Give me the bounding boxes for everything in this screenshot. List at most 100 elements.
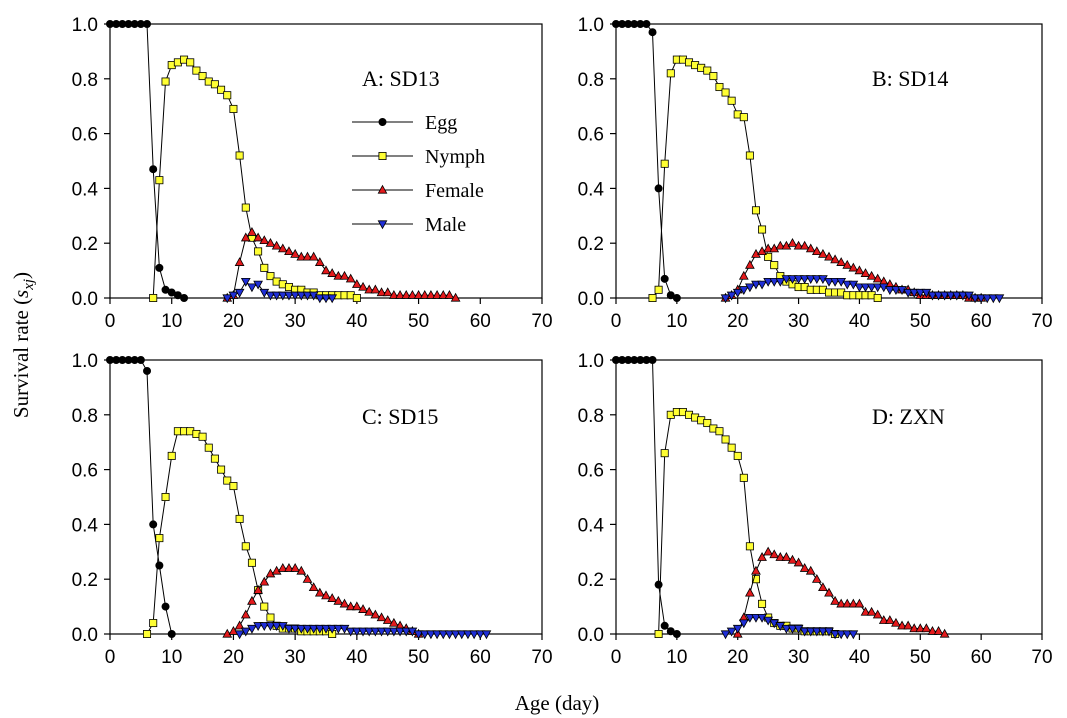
data-point <box>836 598 847 608</box>
data-point <box>654 184 663 193</box>
legend-marker <box>378 151 387 160</box>
data-point <box>733 451 742 460</box>
series-line <box>146 430 333 635</box>
data-point <box>241 542 250 551</box>
data-point <box>666 69 675 78</box>
data-point <box>648 355 657 364</box>
data-point <box>481 630 492 640</box>
data-point <box>842 259 853 269</box>
data-point <box>364 284 375 294</box>
data-point <box>745 259 755 269</box>
data-point <box>167 451 176 460</box>
data-point <box>909 623 920 633</box>
data-point <box>265 568 276 578</box>
data-point <box>732 624 743 634</box>
data-point <box>345 627 356 637</box>
data-point <box>401 290 412 299</box>
data-point <box>210 454 219 463</box>
data-point <box>672 630 681 639</box>
series-male <box>720 275 1005 304</box>
data-point <box>284 246 294 256</box>
x-tick-label: 40 <box>346 311 367 332</box>
series-line <box>616 359 678 635</box>
data-point <box>757 552 767 561</box>
data-point <box>739 473 748 482</box>
x-tick-label: 30 <box>788 311 809 332</box>
y-tick-label: 0.4 <box>72 179 99 200</box>
legend-label: Nymph <box>425 146 485 168</box>
data-point <box>364 627 375 637</box>
data-point <box>775 552 786 561</box>
data-point <box>376 627 387 637</box>
x-tick-label: 10 <box>666 311 687 332</box>
data-point <box>296 624 307 634</box>
data-point <box>352 293 361 302</box>
data-point <box>891 617 901 627</box>
data-point <box>161 602 170 611</box>
y-tick-label: 0.0 <box>578 289 604 310</box>
data-point <box>143 19 152 28</box>
y-tick-label: 1.0 <box>578 15 604 36</box>
panel-4: 0 10 20 30 40 50 60 70 0.0 0.2 0.4 0.6 0.8 1.0 D: ZXN <box>578 351 1053 668</box>
data-point <box>982 294 993 304</box>
data-point <box>933 626 944 635</box>
data-point <box>228 291 239 301</box>
data-point <box>302 573 313 583</box>
data-point <box>758 599 767 608</box>
series-egg <box>612 19 681 302</box>
data-point <box>799 240 810 250</box>
data-point <box>345 601 356 611</box>
y-tick-label: 0.6 <box>578 125 604 146</box>
data-point <box>897 620 907 630</box>
data-point <box>198 72 207 81</box>
data-point <box>333 595 344 605</box>
data-point <box>426 290 436 299</box>
data-point <box>308 291 319 301</box>
data-point <box>234 630 245 640</box>
data-point <box>186 58 195 67</box>
data-point <box>240 627 251 637</box>
data-point <box>284 291 294 301</box>
data-point <box>732 288 743 298</box>
data-point <box>284 624 294 634</box>
data-point <box>143 366 152 375</box>
data-point <box>781 275 792 285</box>
x-tick-label: 70 <box>531 311 552 332</box>
data-point <box>302 291 313 301</box>
panel-title: A: SD13 <box>362 66 440 91</box>
data-point <box>253 280 263 290</box>
legend-label: Egg <box>425 112 457 134</box>
panel-3: 0 10 20 30 40 50 60 70 0.0 0.2 0.4 0.6 0.8 1.0 C: SD15 <box>72 351 553 668</box>
data-point <box>229 482 238 491</box>
series-nymph <box>143 427 337 639</box>
y-tick-label: 1.0 <box>72 351 98 372</box>
data-point <box>198 432 207 441</box>
data-point <box>976 294 987 304</box>
data-point <box>314 587 325 597</box>
data-point <box>715 83 724 92</box>
data-point <box>180 293 189 302</box>
data-point <box>450 292 461 302</box>
data-point <box>799 627 810 637</box>
data-point <box>321 624 331 634</box>
data-point <box>259 235 270 245</box>
data-point <box>787 554 798 564</box>
data-point <box>223 91 232 100</box>
data-point <box>413 290 424 299</box>
data-point <box>339 624 350 634</box>
data-point <box>703 419 712 428</box>
y-tick-label: 0.6 <box>72 125 98 146</box>
data-point <box>234 257 245 266</box>
data-point <box>745 613 755 623</box>
x-axis-label: Age (day) <box>515 691 600 715</box>
data-point <box>726 291 737 301</box>
plot-frame <box>615 23 1043 299</box>
data-point <box>721 88 730 97</box>
data-point <box>793 557 804 567</box>
data-point <box>745 587 755 597</box>
data-point <box>265 622 276 632</box>
data-point <box>830 254 840 264</box>
x-tick-label: 40 <box>849 647 870 668</box>
data-point <box>824 587 834 597</box>
